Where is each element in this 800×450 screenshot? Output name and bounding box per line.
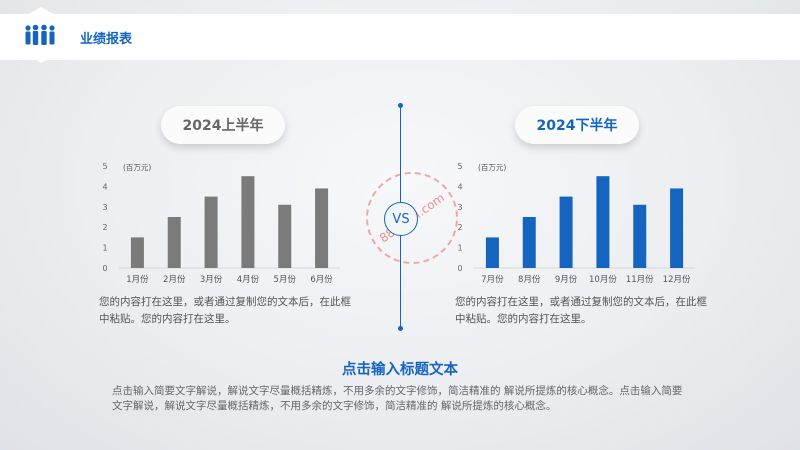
y-tick-label: 4 [102, 182, 107, 191]
y-tick-label: 3 [457, 203, 462, 212]
x-tick-label: 7月份 [481, 274, 504, 285]
bar [278, 204, 292, 268]
y-tick-label: 0 [457, 264, 462, 273]
bar [241, 176, 255, 268]
y-tick-label: 2 [457, 223, 462, 232]
vs-label: VS [392, 211, 410, 227]
bar [522, 217, 536, 268]
bar [167, 217, 181, 268]
x-tick-label: 8月份 [518, 274, 541, 285]
x-tick-label: 3月份 [200, 274, 223, 285]
bar [670, 188, 684, 268]
bar [596, 176, 610, 268]
main-body-text[interactable]: 点击输入简要文字解说，解说文字尽量概括精炼，不用多余的文字修饰，简洁精准的 解说… [112, 385, 683, 412]
team-icon [25, 24, 55, 45]
y-tick-label: 5 [457, 162, 462, 171]
x-tick-label: 9月份 [555, 274, 578, 285]
first-half-description: 您的内容打在这里，或者通过复制您的文本后，在此框中粘贴。您的内容打在这里。 [99, 296, 351, 325]
second-half-bar-chart: (百万元) 0 1 2 3 4 5 7月份 8月份 9月份 10月份 11月份 12月份 [457, 162, 695, 285]
unit-label: (百万元) [478, 163, 506, 172]
vs-badge: VS [384, 202, 418, 236]
bar [485, 237, 499, 268]
bar [130, 237, 144, 268]
x-tick-label: 2月份 [163, 274, 186, 285]
bar [633, 204, 647, 268]
second-half-chart: (百万元) 0 1 2 3 4 5 7月份 8月份 9月份 10月份 11月份 12月份 [450, 160, 710, 290]
first-half-label: 2024上半年 [161, 106, 285, 144]
x-tick-label: 5月份 [274, 274, 297, 285]
y-tick-label: 1 [102, 244, 107, 253]
x-tick-label: 10月份 [589, 274, 617, 285]
x-tick-label: 11月份 [626, 274, 654, 285]
divider-top-dot [398, 103, 403, 108]
header-bar [0, 14, 800, 60]
unit-label: (百万元) [123, 163, 151, 172]
second-half-label: 2024下半年 [515, 106, 639, 144]
x-tick-label: 12月份 [663, 274, 691, 285]
y-tick-label: 2 [102, 223, 107, 232]
x-tick-label: 6月份 [310, 274, 333, 285]
first-half-chart: (百万元) 0 1 2 3 4 5 1月份 2月份 3月份 4月份 5月份 6月份 [95, 160, 355, 290]
divider-bottom-dot [398, 326, 403, 331]
bar [204, 196, 218, 268]
y-tick-label: 1 [457, 244, 462, 253]
x-tick-label: 4月份 [237, 274, 260, 285]
first-half-bar-chart: (百万元) 0 1 2 3 4 5 1月份 2月份 3月份 4月份 5月份 6月份 [102, 162, 340, 285]
bar [559, 196, 573, 268]
y-tick-label: 0 [102, 264, 107, 273]
x-tick-label: 1月份 [126, 274, 149, 285]
main-title[interactable]: 点击输入标题文本 [342, 362, 458, 378]
bar [315, 188, 329, 268]
y-tick-label: 4 [457, 182, 462, 191]
page-title: 业绩报表 [80, 32, 133, 47]
y-tick-label: 5 [102, 162, 107, 171]
second-half-description: 您的内容打在这里，或者通过复制您的文本后，在此框中粘贴。您的内容打在这里。 [455, 296, 707, 325]
y-tick-label: 3 [102, 203, 107, 212]
